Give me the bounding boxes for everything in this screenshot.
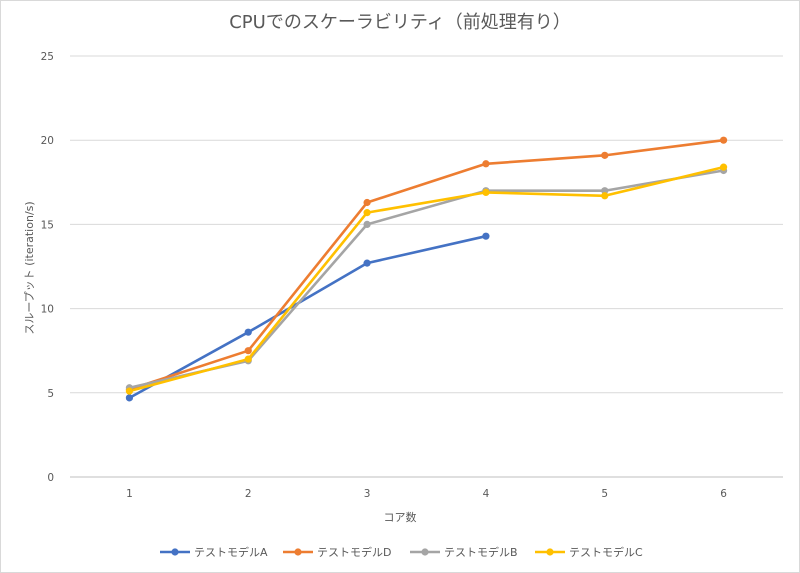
legend-marker xyxy=(171,548,179,556)
y-tick-label: 10 xyxy=(41,304,54,316)
y-tick-label: 20 xyxy=(41,135,54,147)
data-point xyxy=(601,192,609,200)
y-tick-label: 15 xyxy=(41,219,54,231)
data-point xyxy=(601,187,609,195)
data-point xyxy=(482,188,490,197)
data-point xyxy=(482,232,490,240)
legend: テストモデルA テストモデルD テストモデルB テストモデルC xyxy=(160,545,643,559)
legend-item: テストモデルC xyxy=(535,545,643,559)
y-axis-ticks: 0 5 10 15 20 25 xyxy=(41,51,54,484)
legend-marker xyxy=(546,548,554,556)
x-axis-label: コア数 xyxy=(384,511,417,524)
data-point xyxy=(719,163,728,171)
series-lines xyxy=(128,138,725,400)
data-point xyxy=(482,160,490,168)
y-tick-label: 25 xyxy=(41,51,54,63)
data-point xyxy=(244,355,252,363)
chart-title: CPUでのスケーラビリティ（前処理有り） xyxy=(229,12,571,33)
data-point xyxy=(719,136,728,144)
legend-marker xyxy=(421,548,429,556)
series-line-1 xyxy=(128,234,488,400)
x-tick-label: 5 xyxy=(601,488,608,500)
legend-marker xyxy=(294,548,302,556)
data-point xyxy=(363,209,371,217)
data-point xyxy=(244,328,252,336)
x-tick-label: 6 xyxy=(720,488,727,500)
data-point xyxy=(363,198,371,207)
legend-label: テストモデルD xyxy=(317,545,391,559)
data-point xyxy=(244,347,252,355)
legend-item: テストモデルA xyxy=(160,545,268,559)
data-point xyxy=(125,394,134,402)
y-axis-label: スループット (iteration/s) xyxy=(23,201,36,334)
series-line-4 xyxy=(128,165,725,393)
x-axis-ticks: 1 2 3 4 5 6 xyxy=(126,488,727,500)
x-tick-label: 1 xyxy=(126,488,133,500)
legend-label: テストモデルC xyxy=(569,545,643,559)
y-tick-label: 5 xyxy=(47,388,54,400)
legend-item: テストモデルD xyxy=(283,545,391,559)
legend-item: テストモデルB xyxy=(410,545,518,559)
data-point xyxy=(601,151,609,159)
data-point xyxy=(363,259,371,267)
legend-label: テストモデルB xyxy=(444,545,518,559)
grid-lines xyxy=(70,55,783,478)
data-point xyxy=(363,220,371,228)
x-tick-label: 3 xyxy=(364,488,371,500)
x-tick-label: 4 xyxy=(483,488,490,500)
data-point xyxy=(125,387,134,395)
y-tick-label: 0 xyxy=(47,472,54,484)
x-tick-label: 2 xyxy=(245,488,252,500)
legend-label: テストモデルA xyxy=(194,545,268,559)
series-line-2 xyxy=(128,138,725,391)
series-points xyxy=(125,136,728,402)
